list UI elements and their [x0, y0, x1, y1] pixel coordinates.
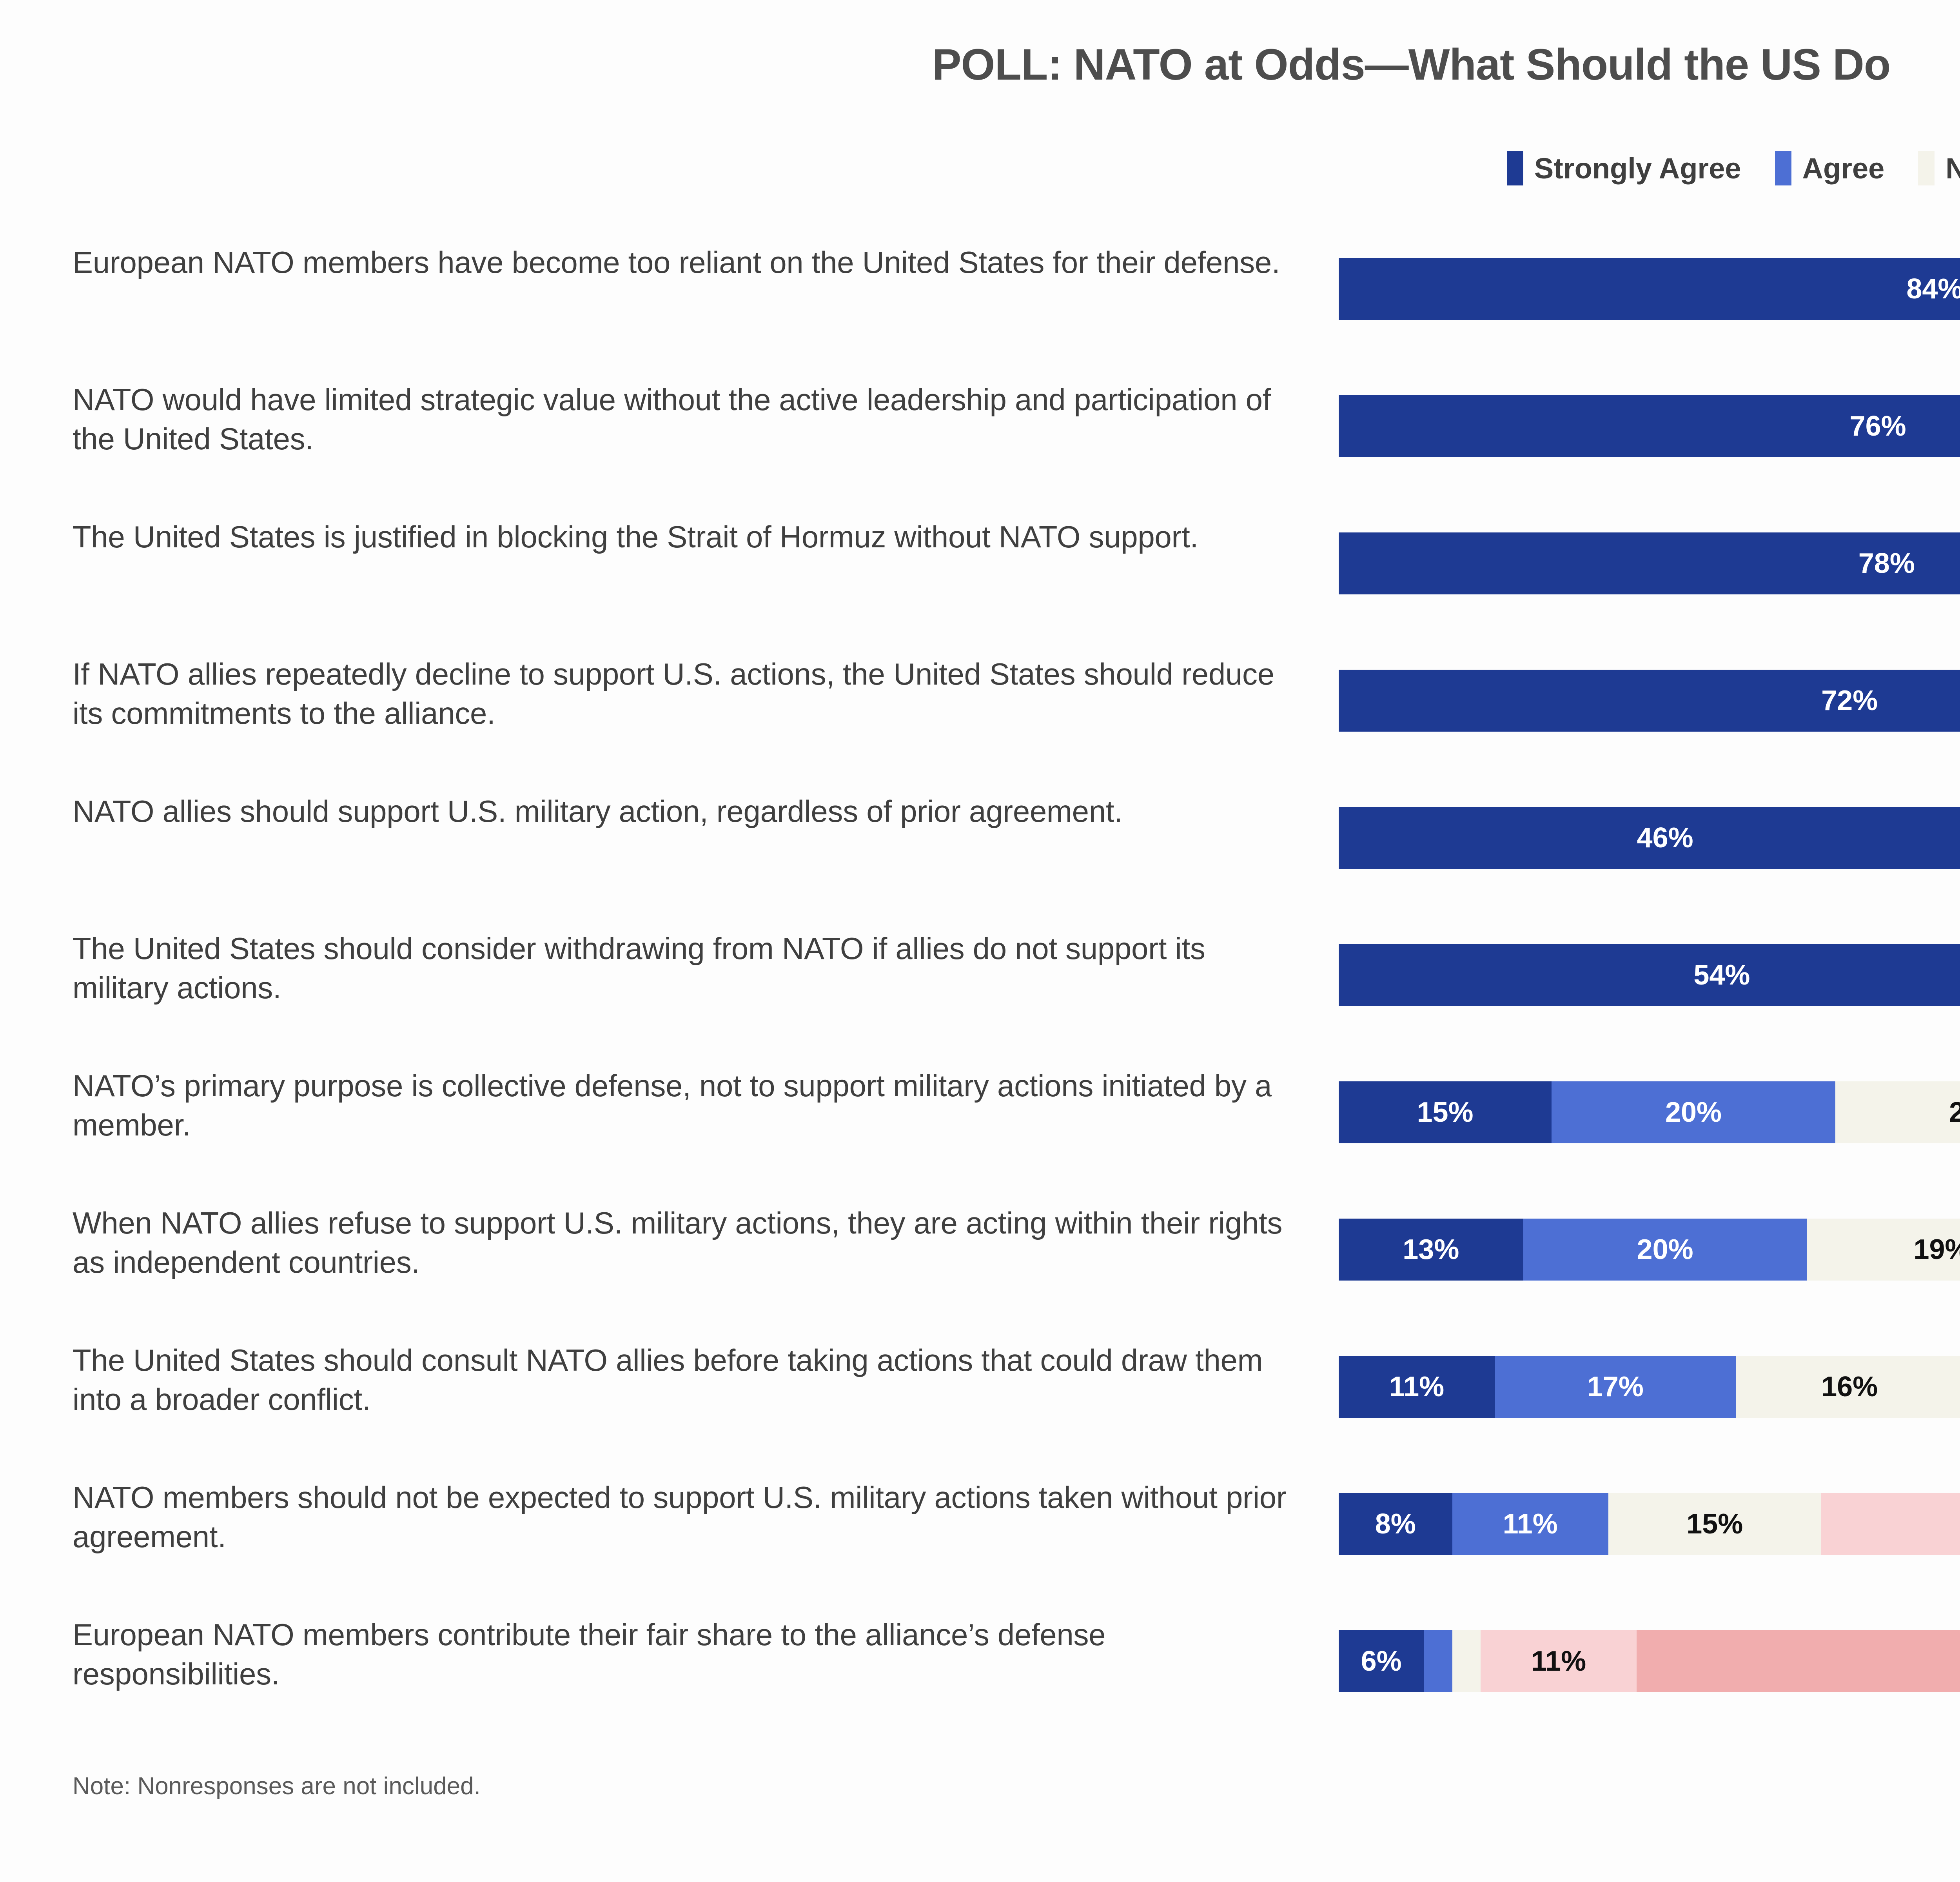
chart-row: The United States is justified in blocki… [0, 518, 1960, 655]
legend-swatch-icon [1775, 151, 1791, 185]
bar-segment-value: 11% [1531, 1646, 1586, 1677]
row-statement-label: NATO allies should support U.S. military… [73, 794, 1123, 828]
legend-item-strongly-agree[interactable]: Strongly Agree [1506, 151, 1741, 185]
bar-segment-value: 19% [1913, 1234, 1960, 1265]
bar-segment-value: 46% [1637, 822, 1693, 854]
stacked-bar: 54%21%10%6%6% [1339, 944, 1960, 1006]
bar-segment-agree[interactable]: 20% [1523, 1219, 1807, 1281]
bar-segment-value: 20% [1665, 1097, 1722, 1128]
chart-legend: Strongly AgreeAgreeNeutralDisagreeStrong… [1325, 151, 1960, 185]
bar-segment-strongly-agree[interactable]: 8% [1339, 1493, 1452, 1555]
row-statement-label: When NATO allies refuse to support U.S. … [73, 1206, 1283, 1279]
chart-row: The United States should consider withdr… [0, 929, 1960, 1066]
chart-row: When NATO allies refuse to support U.S. … [0, 1204, 1960, 1341]
bar-segment-strongly-agree[interactable]: 46% [1339, 807, 1960, 869]
row-statement-label: European NATO members have become too re… [73, 245, 1280, 280]
bar-segment-value: 72% [1821, 685, 1878, 716]
footnote: Note: Nonresponses are not included. [73, 1773, 481, 1800]
bar-segment-value: 17% [1587, 1371, 1644, 1402]
bar-segment-value: 6% [1361, 1646, 1402, 1677]
bar-segment-agree[interactable]: 20% [1552, 1081, 1835, 1143]
stacked-bar: 6% 2%2% 11% 76% [1339, 1630, 1960, 1692]
chart-row: If NATO allies repeatedly decline to sup… [0, 655, 1960, 792]
row-statement-label: If NATO allies repeatedly decline to sup… [73, 657, 1274, 730]
bar-segment-value: 20% [1637, 1234, 1693, 1265]
stacked-bar: 15%20%20%17%20% [1339, 1081, 1960, 1143]
bar-segment-strongly-agree[interactable]: 54% [1339, 944, 1960, 1006]
bar-segment-value: 13% [1403, 1234, 1459, 1265]
legend-item-label: Neutral [1945, 152, 1960, 185]
bar-segment-neutral[interactable]: 15% [1608, 1493, 1821, 1555]
bar-segment-value: 15% [1686, 1508, 1743, 1540]
page-title: POLL: NATO at Odds—What Should the US Do [932, 40, 1891, 89]
chart-row: European NATO members contribute their f… [0, 1615, 1960, 1753]
row-statement-label: European NATO members contribute their f… [73, 1617, 1106, 1691]
bar-segment-agree[interactable]: 17% [1495, 1356, 1736, 1418]
row-statement-label: The United States should consider withdr… [73, 931, 1205, 1005]
bar-segment-value: 11% [1503, 1508, 1558, 1540]
bar-segment-agree[interactable]: 11% [1452, 1493, 1608, 1555]
stacked-bar: 8%11%15%25%38% [1339, 1493, 1960, 1555]
stacked-bar: 11%17%16%19%35% [1339, 1356, 1960, 1418]
chart-row: NATO allies should support U.S. military… [0, 792, 1960, 929]
row-statement-label: The United States is justified in blocki… [73, 520, 1198, 554]
row-statement-label: NATO members should not be expected to s… [73, 1480, 1287, 1554]
stacked-bar: 72%15%4%3%4% [1339, 670, 1960, 732]
bar-segment-value: 54% [1693, 959, 1750, 991]
chart-rows: European NATO members have become too re… [0, 243, 1960, 1753]
legend-item-agree[interactable]: Agree [1775, 151, 1885, 185]
bar-segment-value: 20% [1949, 1097, 1960, 1128]
bar-segment-strongly-agree[interactable]: 15% [1339, 1081, 1552, 1143]
bar-segment-strongly-agree[interactable]: 84% [1339, 258, 1960, 320]
bar-segment-strongly-agree[interactable]: 6% [1339, 1630, 1424, 1692]
legend-item-label: Agree [1802, 152, 1885, 185]
chart-row: NATO would have limited strategic value … [0, 380, 1960, 518]
row-statement-label: NATO would have limited strategic value … [73, 382, 1271, 456]
bar-segment-strongly-agree[interactable]: 11% [1339, 1356, 1495, 1418]
bar-segment-neutral[interactable]: 19% [1807, 1219, 1960, 1281]
stacked-bar: 13%20%19%19%25% [1339, 1219, 1960, 1281]
bar-segment-value: 16% [1821, 1371, 1878, 1402]
row-statement-label: The United States should consult NATO al… [73, 1343, 1263, 1417]
bar-segment-neutral[interactable]: 16% [1736, 1356, 1960, 1418]
bar-segment-value: 84% [1906, 273, 1960, 305]
chart-row: NATO members should not be expected to s… [0, 1478, 1960, 1615]
stacked-bar: 78%12%4%2%5% [1339, 532, 1960, 594]
legend-swatch-icon [1506, 151, 1523, 185]
bar-segment-value: 15% [1417, 1097, 1474, 1128]
bar-segment-agree[interactable]: 2% [1424, 1630, 1452, 1692]
bar-segment-value: 8% [1375, 1508, 1416, 1540]
bar-segment-strongly-agree[interactable]: 13% [1339, 1219, 1523, 1281]
chart-row: The United States should consult NATO al… [0, 1341, 1960, 1478]
legend-swatch-icon [1918, 151, 1935, 185]
bar-segment-strongly-agree[interactable]: 78% [1339, 532, 1960, 594]
bar-segment-strongly-agree[interactable]: 76% [1339, 395, 1960, 457]
chart-row: European NATO members have become too re… [0, 243, 1960, 380]
bar-segment-value: 11% [1389, 1371, 1445, 1402]
stacked-bar: 84%10%2%1%2% [1339, 258, 1960, 320]
legend-item-label: Strongly Agree [1534, 152, 1741, 185]
chart-row: NATO’s primary purpose is collective def… [0, 1066, 1960, 1204]
bar-segment-disagree[interactable]: 11% [1480, 1630, 1637, 1692]
bar-segment-neutral[interactable]: 20% [1835, 1081, 1960, 1143]
bar-segment-value: 78% [1858, 548, 1915, 579]
stacked-bar: 46%29%12%4%5% [1339, 807, 1960, 869]
row-statement-label: NATO’s primary purpose is collective def… [73, 1068, 1272, 1142]
bar-segment-disagree[interactable]: 25% [1821, 1493, 1960, 1555]
bar-segment-strongly-disagree[interactable]: 76% [1637, 1630, 1960, 1692]
bar-segment-strongly-agree[interactable]: 72% [1339, 670, 1960, 732]
stacked-bar: 76%15%3%3%3% [1339, 395, 1960, 457]
legend-item-neutral[interactable]: Neutral [1918, 151, 1960, 185]
bar-segment-value: 76% [1849, 411, 1906, 442]
bar-segment-neutral[interactable]: 2% [1452, 1630, 1481, 1692]
